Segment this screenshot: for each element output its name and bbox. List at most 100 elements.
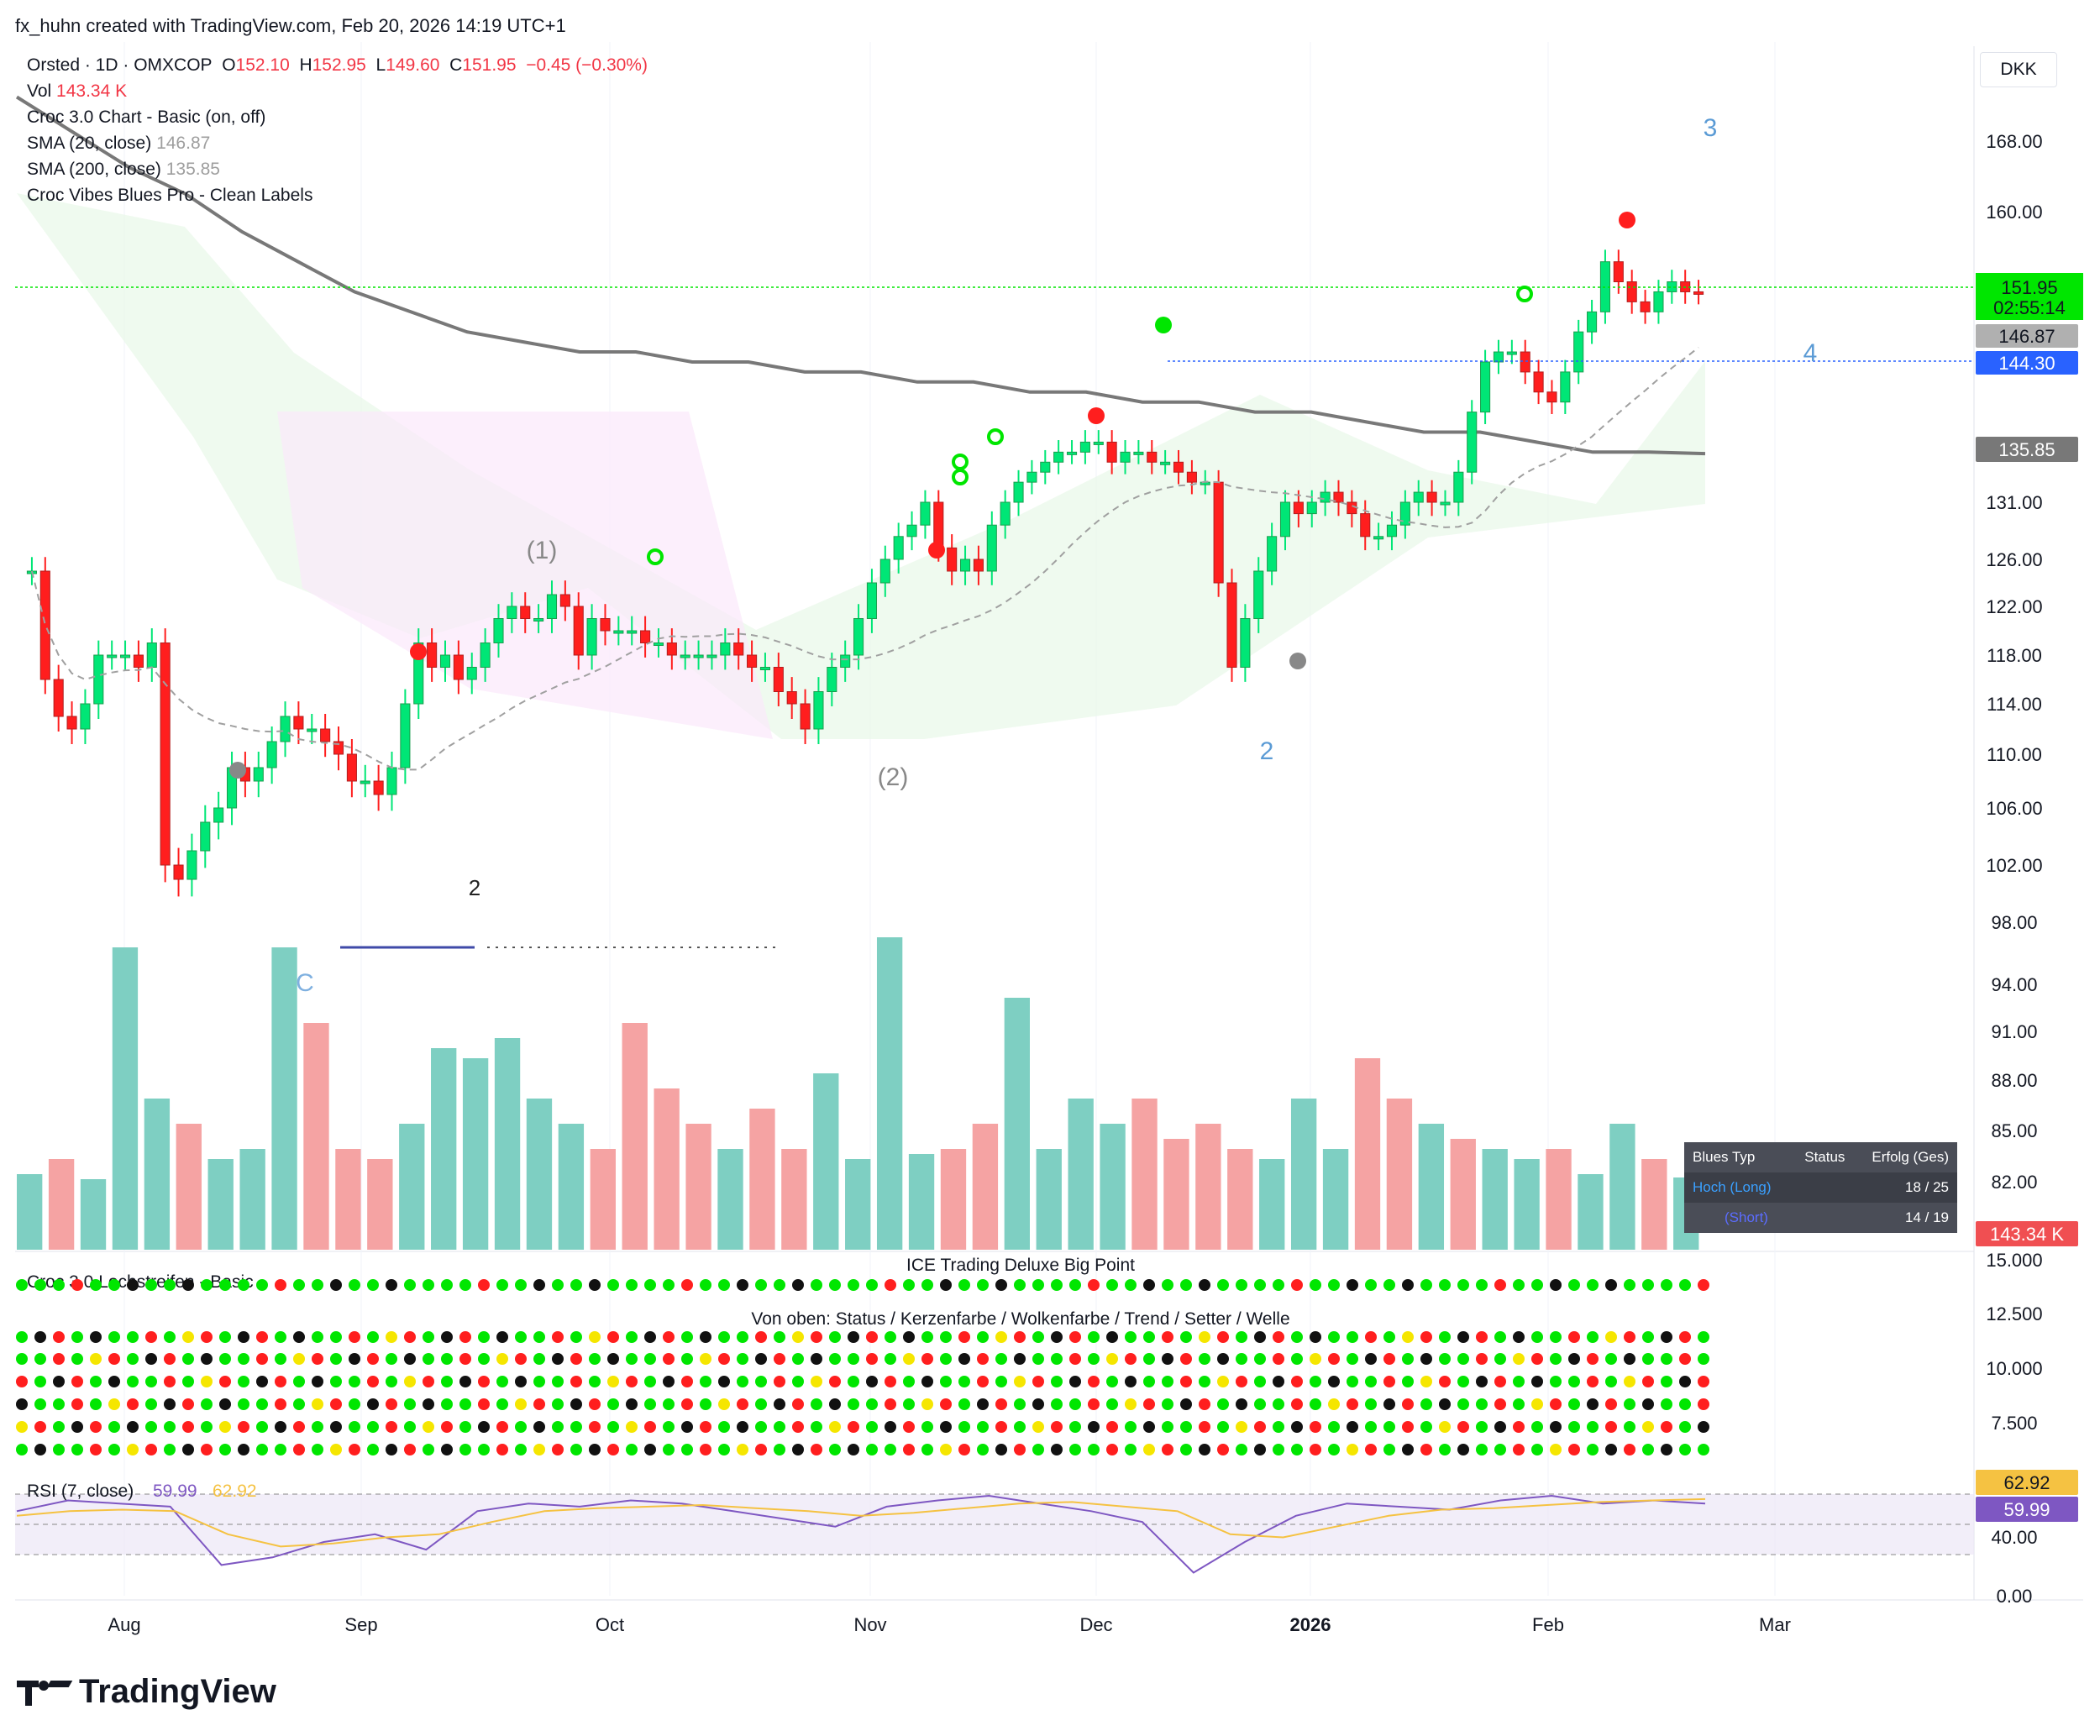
dot	[626, 1421, 638, 1433]
x-tick-label: Mar	[1759, 1614, 1791, 1635]
dot	[1143, 1421, 1155, 1433]
candle-body	[1040, 461, 1051, 473]
dot	[1476, 1444, 1488, 1455]
dot	[811, 1421, 822, 1433]
dot	[256, 1331, 268, 1343]
volume-row[interactable]: Vol 143.34 K	[27, 81, 128, 101]
dot	[1661, 1279, 1672, 1291]
candle-body	[173, 864, 184, 880]
dot	[1051, 1398, 1063, 1410]
dot	[570, 1353, 582, 1365]
dot	[145, 1444, 157, 1455]
dot	[1199, 1421, 1210, 1433]
dot	[995, 1279, 1007, 1291]
x-tick-label: Sep	[344, 1614, 377, 1635]
volume-bar	[48, 1159, 75, 1250]
dot	[1679, 1444, 1691, 1455]
candle-body	[53, 679, 64, 717]
dot	[1365, 1331, 1377, 1343]
candle-body	[813, 691, 824, 730]
dot	[700, 1279, 711, 1291]
indicator-croc-vibes[interactable]: Croc Vibes Blues Pro - Clean Labels	[27, 186, 313, 205]
blues-table: Blues Typ Status Erfolg (Ges) Hoch (Long) 1…	[1684, 1142, 1957, 1233]
indicator-sma20[interactable]: SMA (20, close) 146.87	[27, 134, 211, 153]
dot	[903, 1353, 915, 1365]
candle-body	[1173, 461, 1184, 473]
dot	[1199, 1279, 1210, 1291]
dot	[478, 1444, 490, 1455]
blues-table-row-short: (Short) 14 / 19	[1725, 1209, 1949, 1225]
dot	[1143, 1353, 1155, 1365]
dot	[238, 1398, 249, 1410]
dot	[663, 1421, 675, 1433]
dot	[367, 1398, 379, 1410]
candle-body	[693, 654, 704, 658]
dot	[404, 1279, 416, 1291]
y-tick-label: 110.00	[1987, 744, 2042, 765]
tradingview-logo[interactable]: TradingView	[17, 1673, 276, 1711]
candle-body	[360, 780, 370, 784]
dot	[71, 1279, 83, 1291]
dot	[496, 1376, 508, 1387]
dot	[644, 1331, 656, 1343]
dot	[145, 1331, 157, 1343]
dot	[1661, 1444, 1672, 1455]
dot	[811, 1331, 822, 1343]
candle-body	[453, 654, 464, 680]
dot	[1531, 1331, 1543, 1343]
dot	[1143, 1331, 1155, 1343]
candle-body	[1587, 311, 1598, 333]
dot	[293, 1331, 305, 1343]
dot	[1254, 1398, 1266, 1410]
x-tick-label: Dec	[1079, 1614, 1112, 1635]
dot	[1143, 1279, 1155, 1291]
dot	[459, 1421, 471, 1433]
dot	[1568, 1331, 1580, 1343]
volume-bar	[1290, 1099, 1317, 1250]
dot	[1051, 1331, 1063, 1343]
dot	[866, 1376, 878, 1387]
dot	[34, 1398, 46, 1410]
candle-body	[1413, 491, 1424, 503]
dot	[681, 1376, 693, 1387]
dot	[1106, 1376, 1118, 1387]
indicator-croc-chart[interactable]: Croc 3.0 Chart - Basic (on, off)	[27, 108, 266, 127]
dot	[1273, 1398, 1284, 1410]
dot	[1550, 1279, 1562, 1291]
dot	[1125, 1444, 1137, 1455]
dot	[423, 1376, 434, 1387]
dot	[53, 1331, 65, 1343]
dot	[848, 1279, 859, 1291]
dot	[1088, 1421, 1100, 1433]
candle-body	[1493, 351, 1504, 363]
dot	[219, 1279, 231, 1291]
dot	[607, 1279, 619, 1291]
candle-body	[853, 618, 864, 656]
dot	[533, 1398, 545, 1410]
dot	[1088, 1444, 1100, 1455]
dot	[1624, 1353, 1635, 1365]
volume-bar	[876, 937, 903, 1250]
dot	[1439, 1444, 1451, 1455]
dot	[1180, 1353, 1192, 1365]
dot	[570, 1421, 582, 1433]
dot	[1088, 1376, 1100, 1387]
dot	[349, 1444, 360, 1455]
indicator-sma200[interactable]: SMA (200, close) 135.85	[27, 160, 220, 179]
dot	[1051, 1376, 1063, 1387]
dot	[1513, 1398, 1525, 1410]
volume-bar	[1068, 1099, 1094, 1250]
dot	[1531, 1421, 1543, 1433]
dot	[238, 1444, 249, 1455]
dot	[330, 1331, 342, 1343]
currency-button[interactable]: DKK	[1980, 52, 2057, 87]
candle-body	[586, 618, 597, 656]
volume-bar	[781, 1149, 807, 1250]
dot	[570, 1376, 582, 1387]
rsi-ma-line	[16, 1497, 1706, 1548]
dot	[1698, 1279, 1709, 1291]
rsi-tick-label: 0.00	[1997, 1586, 2033, 1607]
symbol-row[interactable]: Orsted · 1D · OMXCOP O152.10 H152.95 L14…	[27, 55, 648, 75]
dot	[34, 1331, 46, 1343]
